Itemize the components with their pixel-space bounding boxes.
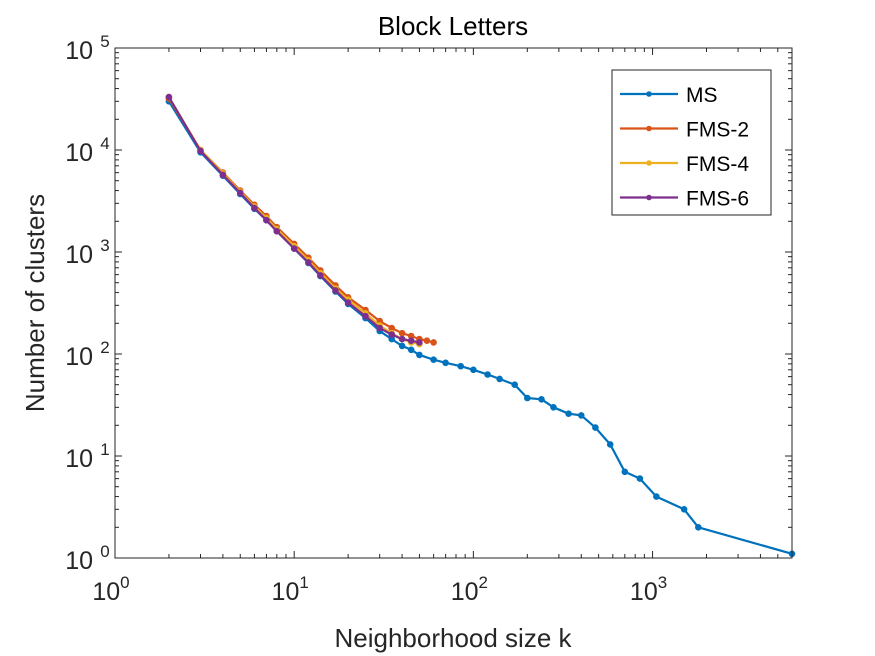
y-tick-label: 10: [65, 37, 93, 65]
chart-title: Block Letters: [378, 11, 528, 41]
data-point-fms-6: [317, 272, 324, 279]
y-tick-exponent: 1: [100, 440, 109, 459]
data-point-fms-2: [398, 329, 406, 337]
data-point-ms: [538, 396, 545, 403]
data-point-fms-2: [423, 337, 431, 345]
data-point-ms: [430, 356, 437, 364]
data-point-fms-6: [332, 287, 339, 294]
legend-marker-fms-4: [646, 160, 652, 166]
data-point-ms: [565, 410, 572, 418]
data-point-fms-6: [197, 147, 204, 155]
data-point-ms: [398, 342, 406, 350]
y-axis-label: Number of clusters: [20, 194, 50, 412]
data-point-fms-2: [430, 339, 437, 346]
data-point-fms-6: [398, 335, 406, 343]
data-point-ms: [470, 366, 477, 374]
y-tick-label: 10: [65, 241, 93, 269]
y-tick-exponent: 2: [100, 338, 109, 357]
data-point-ms: [550, 404, 557, 411]
data-point-ms: [606, 441, 614, 448]
data-point-fms-6: [219, 171, 227, 179]
y-tick-exponent: 4: [100, 134, 109, 153]
data-point-ms: [484, 371, 491, 378]
y-tick-exponent: 0: [100, 542, 109, 561]
data-point-fms-6: [165, 93, 173, 101]
y-tick-exponent: 3: [100, 236, 109, 255]
data-point-fms-6: [263, 216, 270, 224]
data-point-ms: [621, 468, 629, 476]
legend-label-fms-2: FMS-2: [686, 119, 749, 142]
legend-label-fms-6: FMS-6: [686, 188, 749, 211]
data-point-ms: [578, 412, 585, 419]
legend: MS FMS-2 FMS-4 FMS-6: [611, 69, 772, 216]
data-point-fms-6: [290, 245, 298, 252]
data-point-fms-6: [305, 259, 312, 266]
legend-label-fms-4: FMS-4: [686, 153, 749, 176]
legend-label-ms: MS: [686, 84, 718, 107]
y-tick-exponent: 5: [100, 32, 109, 51]
data-point-ms: [592, 424, 599, 431]
data-point-fms-6: [376, 324, 384, 332]
data-point-fms-6: [273, 227, 281, 235]
data-point-ms: [680, 506, 688, 513]
data-point-fms-6: [236, 189, 244, 197]
data-point-fms-6: [344, 299, 352, 306]
data-point-ms: [636, 475, 644, 482]
y-tick-label: 10: [65, 445, 93, 473]
plot-box: [114, 47, 793, 559]
data-point-ms: [511, 381, 519, 389]
y-tick-label: 10: [65, 547, 93, 575]
data-point-fms-6: [388, 331, 396, 338]
legend-marker-fms-2: [646, 125, 652, 132]
x-axis-label: Neighborhood size k: [334, 623, 572, 653]
data-point-fms-6: [407, 337, 415, 345]
data-point-ms: [457, 362, 465, 370]
data-point-ms: [695, 524, 702, 531]
data-point-ms: [407, 346, 415, 354]
y-tick-label: 10: [65, 343, 93, 371]
data-point-ms: [524, 394, 531, 402]
legend-marker-fms-6: [646, 194, 652, 201]
legend-marker-ms: [646, 91, 652, 97]
data-point-ms: [653, 493, 660, 500]
data-point-ms: [496, 375, 503, 383]
data-point-fms-6: [251, 204, 258, 212]
data-point-fms-6: [416, 339, 423, 346]
y-tick-label: 10: [65, 139, 93, 167]
series-layer: [165, 93, 796, 558]
data-point-fms-6: [362, 312, 369, 320]
data-point-ms: [442, 359, 449, 367]
data-point-ms: [416, 351, 423, 359]
